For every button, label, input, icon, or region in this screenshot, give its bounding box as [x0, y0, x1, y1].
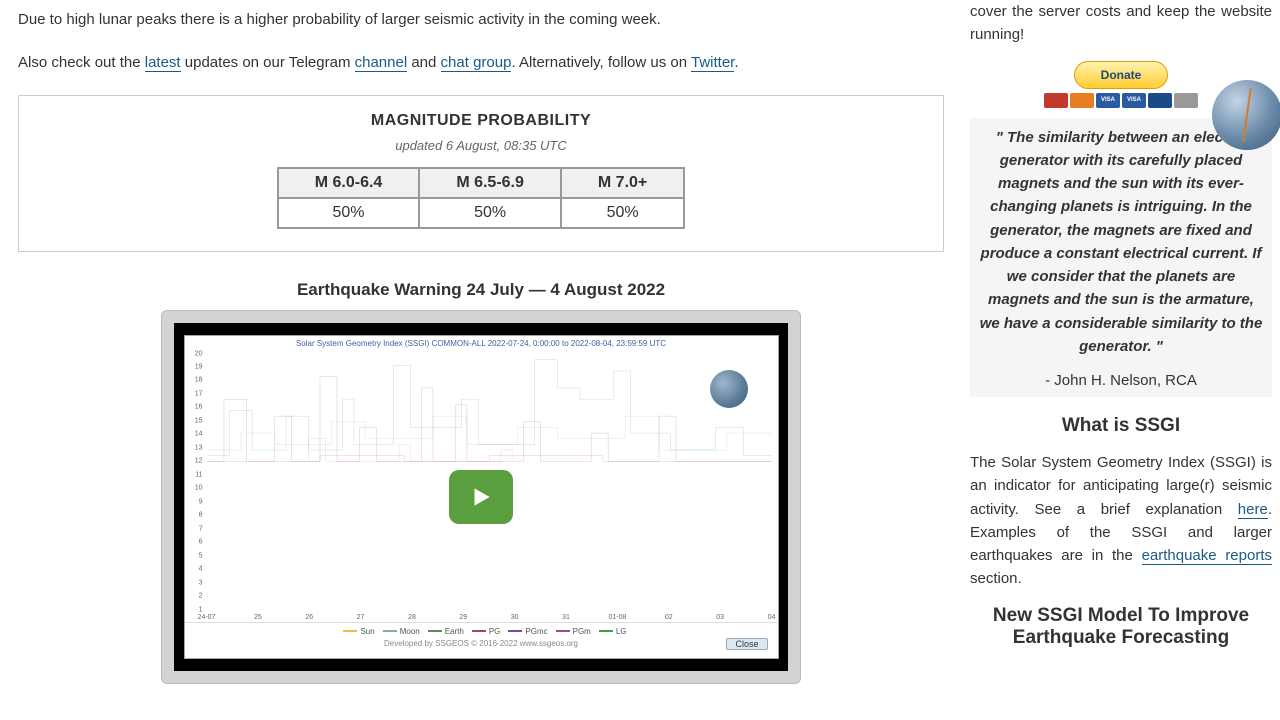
what-is-ssgi-heading: What is SSGI [970, 415, 1272, 437]
prob-value: 50% [561, 198, 684, 228]
prob-header: M 6.5-6.9 [419, 168, 561, 198]
chart-title: Solar System Geometry Index (SSGI) COMMO… [185, 336, 778, 351]
channel-link[interactable]: channel [355, 54, 408, 72]
probability-table: M 6.0-6.4 M 6.5-6.9 M 7.0+ 50% 50% 50% [277, 167, 686, 229]
twitter-link[interactable]: Twitter [691, 54, 734, 72]
quote-text: " The similarity between an electric gen… [976, 126, 1266, 359]
video-title: Earthquake Warning 24 July — 4 August 20… [18, 280, 944, 300]
prob-header: M 6.0-6.4 [278, 168, 420, 198]
latest-link[interactable]: latest [145, 54, 181, 72]
close-button[interactable]: Close [726, 638, 767, 650]
y-axis-labels: 2019181716151413121110987654321 [189, 354, 203, 610]
earthquake-reports-link[interactable]: earthquake reports [1142, 547, 1272, 565]
main-content: Due to high lunar peaks there is a highe… [0, 0, 962, 720]
donate-button[interactable]: Donate [1074, 61, 1168, 89]
sidebar: cover the server costs and keep the webs… [962, 0, 1280, 720]
probability-title: MAGNITUDE PROBABILITY [19, 112, 943, 130]
probability-box: MAGNITUDE PROBABILITY updated 6 August, … [18, 95, 944, 252]
prob-value: 50% [419, 198, 561, 228]
chat-group-link[interactable]: chat group [441, 54, 512, 72]
globe-large-icon [1212, 80, 1280, 150]
links-paragraph: Also check out the latest updates on our… [18, 51, 944, 74]
play-button[interactable] [449, 470, 513, 524]
play-icon [468, 484, 494, 510]
dev-credit: Developed by SSGEOS © 2016-2022 www.ssge… [185, 637, 778, 654]
probability-updated: updated 6 August, 08:35 UTC [19, 138, 943, 153]
donate-intro: cover the server costs and keep the webs… [970, 0, 1272, 47]
what-is-ssgi-text: The Solar System Geometry Index (SSGI) i… [970, 451, 1272, 591]
prob-value: 50% [278, 198, 420, 228]
prob-header: M 7.0+ [561, 168, 684, 198]
intro-text: Due to high lunar peaks there is a highe… [18, 8, 944, 31]
chart-svg [207, 354, 772, 467]
quote-attribution: - John H. Nelson, RCA [976, 372, 1266, 389]
new-model-heading: New SSGI Model To Improve Earthquake For… [970, 605, 1272, 649]
here-link[interactable]: here [1238, 501, 1268, 519]
quote-box: " The similarity between an electric gen… [970, 118, 1272, 398]
video-frame: Solar System Geometry Index (SSGI) COMMO… [161, 310, 801, 684]
